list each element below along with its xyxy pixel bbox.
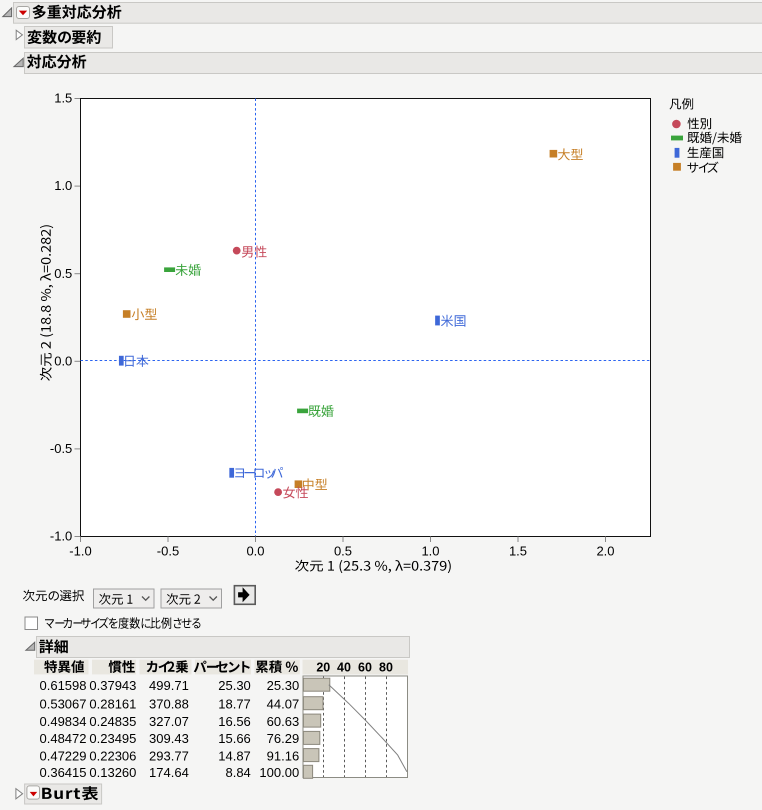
svg-text:0.0: 0.0: [246, 543, 264, 558]
svg-text:0.5: 0.5: [54, 266, 72, 281]
svg-text:-0.5: -0.5: [50, 441, 72, 456]
svg-text:0.28161: 0.28161: [89, 697, 136, 712]
svg-text:25.30: 25.30: [218, 678, 251, 693]
svg-text:16.56: 16.56: [218, 714, 251, 729]
svg-text:0.61598: 0.61598: [40, 678, 87, 693]
svg-text:0.53067: 0.53067: [40, 697, 87, 712]
svg-text:0.24835: 0.24835: [89, 714, 136, 729]
svg-text:40: 40: [337, 660, 351, 674]
svg-text:0.36415: 0.36415: [40, 765, 87, 780]
svg-text:0.49834: 0.49834: [40, 714, 87, 729]
svg-text:1.0: 1.0: [421, 543, 439, 558]
svg-text:15.66: 15.66: [218, 731, 251, 746]
svg-text:499.71: 499.71: [149, 678, 189, 693]
svg-text:0.48472: 0.48472: [40, 731, 87, 746]
svg-text:0.37943: 0.37943: [89, 678, 136, 693]
svg-text:44.07: 44.07: [267, 697, 300, 712]
svg-text:20: 20: [316, 660, 330, 674]
svg-text:91.16: 91.16: [267, 748, 300, 763]
svg-text:80: 80: [379, 660, 393, 674]
svg-text:0.22306: 0.22306: [89, 748, 136, 763]
svg-text:-0.5: -0.5: [157, 543, 179, 558]
svg-text:60.63: 60.63: [267, 714, 300, 729]
svg-text:327.07: 327.07: [149, 714, 189, 729]
svg-text:0.5: 0.5: [334, 543, 352, 558]
svg-text:0.47229: 0.47229: [40, 748, 87, 763]
svg-text:-1.0: -1.0: [50, 529, 72, 544]
svg-text:8.84: 8.84: [225, 765, 250, 780]
svg-text:0.23495: 0.23495: [89, 731, 136, 746]
svg-text:0.13260: 0.13260: [89, 765, 136, 780]
svg-text:100.00: 100.00: [259, 765, 299, 780]
svg-text:76.29: 76.29: [267, 731, 300, 746]
svg-text:-1.0: -1.0: [69, 543, 91, 558]
svg-text:60: 60: [358, 660, 372, 674]
svg-text:1.5: 1.5: [509, 543, 527, 558]
svg-text:14.87: 14.87: [218, 748, 251, 763]
svg-text:1.5: 1.5: [54, 91, 72, 106]
svg-text:293.77: 293.77: [149, 748, 189, 763]
svg-text:0.0: 0.0: [54, 353, 72, 368]
svg-text:18.77: 18.77: [218, 697, 251, 712]
svg-text:174.64: 174.64: [149, 765, 189, 780]
svg-text:370.88: 370.88: [149, 697, 189, 712]
svg-text:1.0: 1.0: [54, 178, 72, 193]
svg-text:25.30: 25.30: [267, 678, 300, 693]
svg-text:309.43: 309.43: [149, 731, 189, 746]
svg-text:2.0: 2.0: [596, 543, 614, 558]
